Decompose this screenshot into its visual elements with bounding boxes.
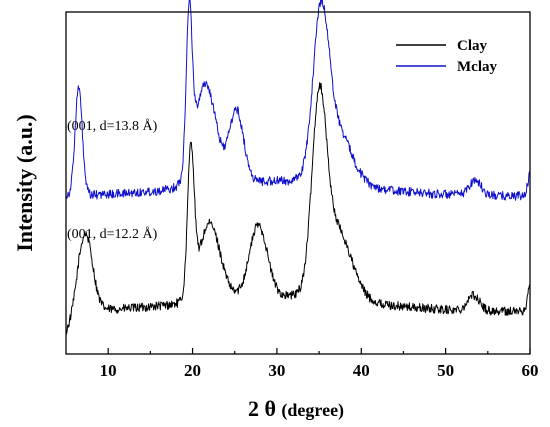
legend-label-mclay: Mclay [457, 59, 497, 75]
series-line-mclay [65, 0, 531, 201]
x-tick-label-20: 20 [184, 361, 201, 380]
x-tick-label-50: 50 [437, 361, 454, 380]
x-axis-title-main: 2 θ [248, 396, 281, 421]
y-axis-title: Intensity (a.u.) [12, 114, 37, 252]
plot-frame [65, 11, 531, 355]
x-axis-title: 2 θ (degree) [248, 396, 344, 421]
plot-area [65, 0, 531, 355]
x-tick-label-60: 60 [522, 361, 539, 380]
x-tick-label-30: 30 [268, 361, 285, 380]
x-tick-label-10: 10 [100, 361, 117, 380]
x-axis-ticks: 10 20 30 40 50 60 [100, 348, 539, 380]
x-axis-title-unit: (degree) [281, 400, 344, 421]
legend: Clay Mclay [396, 38, 497, 75]
annotation-mclay-peak: (001, d=13.8 Å) [67, 118, 158, 134]
series-line-clay [65, 82, 531, 335]
annotation-clay-peak: (001, d=12.2 Å) [67, 226, 158, 242]
x-tick-label-40: 40 [353, 361, 370, 380]
legend-label-clay: Clay [457, 38, 488, 54]
